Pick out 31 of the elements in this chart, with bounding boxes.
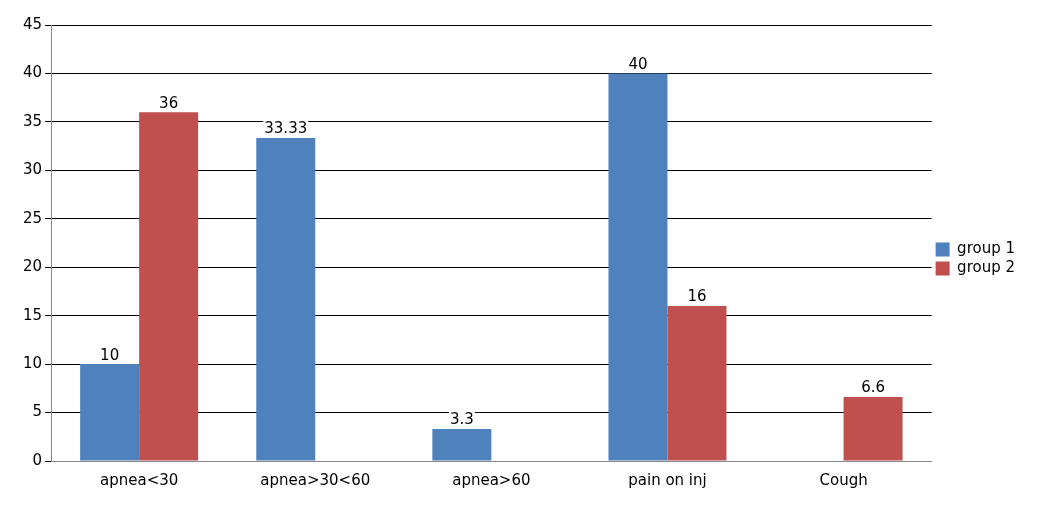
data-label: 33.33 [264,119,308,138]
x-tick-label: pain on inj [628,470,707,489]
y-tick-label: 40 [22,63,43,82]
y-tick-label: 20 [22,257,43,276]
y-tick-label: 30 [22,160,43,179]
y-tick-label: 25 [22,208,43,227]
data-label: 16 [687,287,707,306]
y-tick-label: 45 [22,14,43,33]
data-label: 40 [628,54,648,73]
bar [843,397,903,461]
bar [608,73,668,461]
bar [256,138,316,461]
y-tick-label: 35 [22,111,43,130]
x-tick-label: Cough [819,470,868,489]
data-label: 36 [159,93,179,112]
y-tick-label: 10 [22,354,43,372]
bar [432,429,492,461]
y-tick-label: 15 [22,305,43,324]
x-tick-label: apnea>60 [452,470,531,489]
legend-label: group 1 [957,239,1016,258]
data-label: 6.6 [861,378,885,397]
x-tick-label: apnea<30 [99,470,179,489]
y-tick-label: 0 [32,450,43,469]
x-tick-label: apnea>30<60 [260,470,371,489]
y-tick-label: 5 [32,402,43,421]
data-label: 3.3 [449,410,474,429]
legend-label: group 2 [957,258,1016,277]
data-label: 10 [100,345,120,364]
bar [139,112,199,461]
bar [667,305,727,461]
bar [80,364,140,461]
